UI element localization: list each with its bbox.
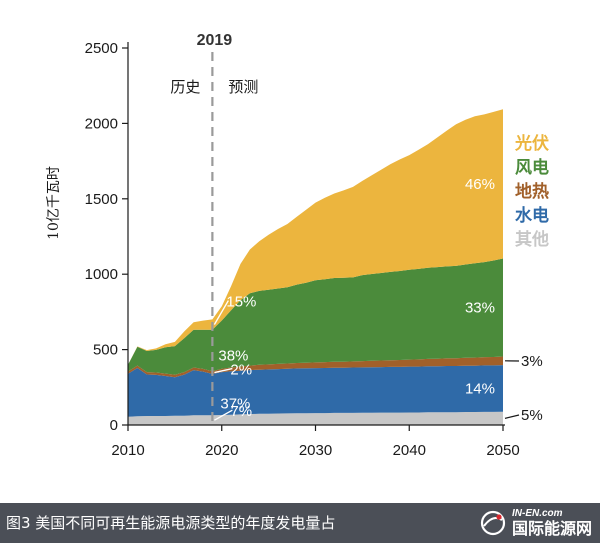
divider-year-label: 2019 — [197, 32, 233, 49]
y-tick-label: 2500 — [85, 40, 118, 57]
legend-item: 地热 — [515, 181, 549, 202]
share-leader-line — [214, 367, 233, 374]
area-other — [128, 411, 503, 425]
share-2019-label: 38% — [218, 347, 248, 364]
y-tick-label: 1000 — [85, 266, 118, 283]
share-2050-label: 5% — [521, 407, 543, 424]
x-tick-label: 2030 — [299, 442, 332, 459]
share-leader-line — [214, 409, 233, 421]
share-2050-label: 33% — [465, 300, 495, 317]
y-tick-label: 500 — [93, 342, 118, 359]
y-tick-label: 0 — [110, 417, 118, 434]
share-leader-line — [504, 414, 520, 419]
x-tick-label: 2050 — [486, 442, 519, 459]
forecast-divider: 2019 历史 预测 — [170, 32, 258, 425]
watermark: IN-EN.com 国际能源网 — [473, 507, 592, 539]
legend-item: 光伏 — [514, 133, 549, 154]
area-geothermal — [128, 356, 503, 378]
share-2019-label: 15% — [226, 294, 256, 311]
share-2050-label: 14% — [465, 380, 495, 397]
x-tick-label: 2040 — [393, 442, 426, 459]
x-tick-label: 2010 — [111, 442, 144, 459]
forecast-label: 预测 — [228, 78, 258, 96]
axes: 0 500 1000 1500 2000 2500 2010 2020 2030 2040 2050… — [46, 40, 520, 459]
watermark-name: 国际能源网 — [511, 519, 592, 538]
legend-item: 水电 — [515, 205, 549, 226]
share-2050-label: 46% — [465, 176, 495, 193]
legend-item: 其他 — [515, 229, 549, 250]
y-tick-label: 1500 — [85, 191, 118, 208]
globe-logo-icon — [480, 510, 506, 536]
share-leader-line — [213, 300, 229, 325]
y-tick-label: 2000 — [85, 115, 118, 132]
share-2019-label: 7% — [230, 403, 252, 420]
history-label: 历史 — [170, 78, 200, 96]
share-2019-label: 2% — [230, 362, 252, 379]
caption-text: 图3 美国不同可再生能源电源类型的年度发电量占 — [6, 514, 336, 532]
area-solar — [128, 109, 503, 365]
area-wind — [128, 258, 503, 375]
share-2050-label: 3% — [521, 353, 543, 370]
chart-areas — [128, 109, 503, 425]
y-axis-title: 10亿千瓦时 — [46, 166, 62, 240]
legend-item: 风电 — [515, 157, 549, 178]
area-hydro — [128, 365, 503, 417]
watermark-url: IN-EN.com — [511, 508, 563, 519]
chart-labels: 15% 38%2% 37%7% 46% 33% 14% 3% 5% — [213, 176, 543, 424]
chart: 0 500 1000 1500 2000 2500 2010 2020 2030 2040 2050… — [46, 32, 549, 459]
x-tick-label: 2020 — [205, 442, 238, 459]
share-2019-label: 37% — [220, 396, 250, 413]
